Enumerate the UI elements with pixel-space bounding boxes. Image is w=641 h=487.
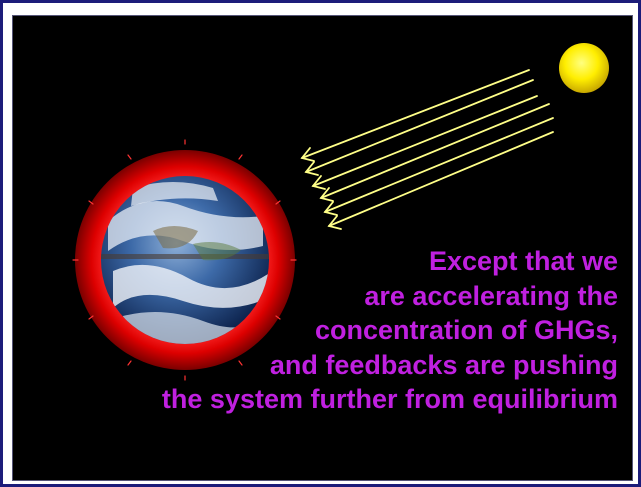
caption-line: concentration of GHGs, <box>314 315 618 345</box>
solar-ray <box>311 95 538 190</box>
solar-ray <box>304 79 534 176</box>
solar-ray <box>300 69 530 162</box>
greenhouse-scene <box>72 43 609 381</box>
solar-rays <box>300 69 554 230</box>
caption-line: and feedbacks are pushing <box>269 349 618 380</box>
solar-ray <box>327 131 554 230</box>
caption-line: Except that we <box>428 246 618 276</box>
caption-line: the system further from equilibrium <box>161 384 618 414</box>
sun-icon <box>559 43 609 93</box>
caption-text: Except that we are accelerating the conc… <box>162 244 618 417</box>
solar-ray <box>319 103 550 202</box>
slide-canvas: Except that we are accelerating the conc… <box>12 15 633 481</box>
solar-ray <box>323 117 554 216</box>
caption-line: are accelerating the <box>364 280 618 311</box>
